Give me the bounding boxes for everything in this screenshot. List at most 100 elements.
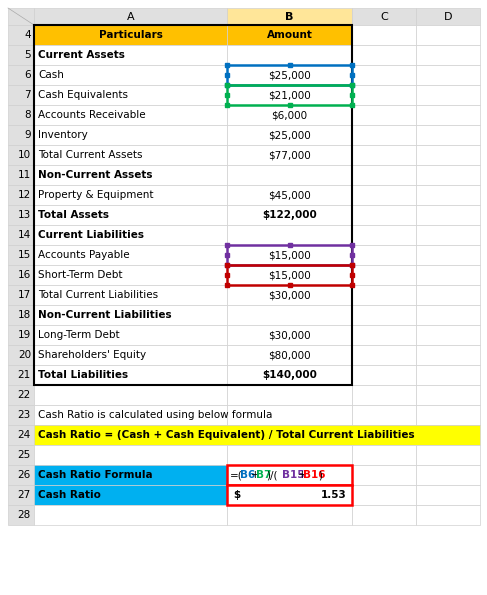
Bar bbox=[352, 345, 416, 365]
Text: 24: 24 bbox=[18, 430, 31, 440]
Bar bbox=[34, 245, 227, 265]
Text: Total Current Assets: Total Current Assets bbox=[38, 150, 143, 160]
Bar bbox=[416, 265, 480, 285]
Bar bbox=[227, 145, 352, 165]
Bar bbox=[416, 345, 480, 365]
Bar bbox=[34, 165, 227, 185]
Text: $30,000: $30,000 bbox=[268, 330, 311, 340]
Text: Property & Equipment: Property & Equipment bbox=[38, 190, 153, 200]
Bar bbox=[416, 485, 480, 505]
Text: B16: B16 bbox=[303, 470, 325, 480]
Bar bbox=[227, 245, 352, 265]
Bar bbox=[227, 465, 352, 485]
Bar bbox=[227, 265, 352, 285]
Bar bbox=[8, 245, 34, 265]
Bar bbox=[352, 265, 416, 285]
Bar bbox=[227, 325, 352, 345]
Bar bbox=[8, 45, 34, 65]
Bar bbox=[8, 385, 34, 405]
Bar bbox=[352, 405, 416, 425]
Bar bbox=[416, 385, 480, 405]
Text: Cash Ratio is calculated using below formula: Cash Ratio is calculated using below for… bbox=[38, 410, 272, 420]
Text: 23: 23 bbox=[18, 410, 31, 420]
Bar bbox=[416, 245, 480, 265]
Bar bbox=[416, 165, 480, 185]
Bar bbox=[227, 365, 352, 385]
Bar bbox=[34, 365, 227, 385]
Bar bbox=[8, 85, 34, 105]
Bar bbox=[34, 305, 227, 325]
Bar bbox=[416, 305, 480, 325]
Bar bbox=[34, 405, 227, 425]
Bar bbox=[8, 105, 34, 125]
Text: Inventory: Inventory bbox=[38, 130, 88, 140]
Text: B6: B6 bbox=[241, 470, 256, 480]
Text: B7: B7 bbox=[256, 470, 271, 480]
Bar bbox=[352, 505, 416, 525]
Text: ): ) bbox=[318, 470, 322, 480]
Text: $45,000: $45,000 bbox=[268, 190, 311, 200]
Bar bbox=[8, 465, 34, 485]
Bar bbox=[34, 85, 227, 105]
Text: Cash Equivalents: Cash Equivalents bbox=[38, 90, 128, 100]
Text: 12: 12 bbox=[18, 190, 31, 200]
Text: Cash Ratio = (Cash + Cash Equivalent) / Total Current Liabilities: Cash Ratio = (Cash + Cash Equivalent) / … bbox=[38, 430, 414, 440]
Bar bbox=[34, 265, 227, 285]
Bar bbox=[227, 225, 352, 245]
Bar bbox=[227, 305, 352, 325]
Text: 28: 28 bbox=[18, 510, 31, 520]
Bar bbox=[416, 65, 480, 85]
Bar bbox=[34, 445, 227, 465]
Bar bbox=[227, 65, 352, 85]
Text: 15: 15 bbox=[18, 250, 31, 260]
Bar bbox=[352, 465, 416, 485]
Bar bbox=[352, 105, 416, 125]
Bar bbox=[34, 8, 227, 25]
Bar bbox=[8, 405, 34, 425]
Bar bbox=[8, 165, 34, 185]
Text: Total Liabilities: Total Liabilities bbox=[38, 370, 128, 380]
Bar bbox=[8, 125, 34, 145]
Text: $25,000: $25,000 bbox=[268, 70, 311, 80]
Bar bbox=[8, 8, 34, 25]
Bar bbox=[34, 285, 227, 305]
Bar bbox=[352, 185, 416, 205]
Bar bbox=[416, 465, 480, 485]
Text: 17: 17 bbox=[18, 290, 31, 300]
Bar bbox=[227, 45, 352, 65]
Bar bbox=[8, 445, 34, 465]
Text: 16: 16 bbox=[18, 270, 31, 280]
Text: Accounts Payable: Accounts Payable bbox=[38, 250, 130, 260]
Bar bbox=[227, 245, 352, 265]
Bar bbox=[8, 145, 34, 165]
Text: 20: 20 bbox=[18, 350, 31, 360]
Bar bbox=[352, 225, 416, 245]
Bar bbox=[352, 205, 416, 225]
Bar bbox=[416, 285, 480, 305]
Bar bbox=[227, 445, 352, 465]
Bar bbox=[227, 105, 352, 125]
Bar bbox=[227, 85, 352, 105]
Bar bbox=[352, 165, 416, 185]
Text: 14: 14 bbox=[18, 230, 31, 240]
Bar bbox=[227, 345, 352, 365]
Bar bbox=[34, 465, 227, 485]
Text: 1.53: 1.53 bbox=[321, 490, 347, 500]
Text: C: C bbox=[380, 11, 388, 21]
Bar bbox=[227, 405, 352, 425]
Bar bbox=[352, 25, 416, 45]
Text: Total Assets: Total Assets bbox=[38, 210, 109, 220]
Bar bbox=[416, 85, 480, 105]
Bar bbox=[34, 485, 227, 505]
Bar bbox=[34, 105, 227, 125]
Bar bbox=[34, 205, 227, 225]
Text: $: $ bbox=[233, 490, 240, 500]
Bar bbox=[352, 365, 416, 385]
Text: 5: 5 bbox=[24, 50, 31, 60]
Text: 9: 9 bbox=[24, 130, 31, 140]
Bar bbox=[416, 145, 480, 165]
Text: $6,000: $6,000 bbox=[271, 110, 308, 120]
Bar bbox=[416, 185, 480, 205]
Bar bbox=[8, 485, 34, 505]
Bar bbox=[352, 445, 416, 465]
